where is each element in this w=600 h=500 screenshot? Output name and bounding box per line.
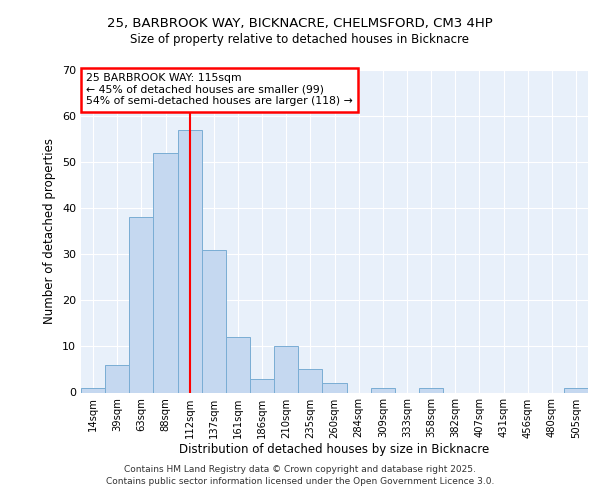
Text: Contains public sector information licensed under the Open Government Licence 3.: Contains public sector information licen… [106, 478, 494, 486]
Bar [129, 218, 154, 392]
Bar [202, 250, 226, 392]
Bar [419, 388, 443, 392]
Text: 25, BARBROOK WAY, BICKNACRE, CHELMSFORD, CM3 4HP: 25, BARBROOK WAY, BICKNACRE, CHELMSFORD,… [107, 18, 493, 30]
Bar [154, 153, 178, 392]
Bar [322, 384, 347, 392]
Bar [226, 337, 250, 392]
X-axis label: Distribution of detached houses by size in Bicknacre: Distribution of detached houses by size … [179, 444, 490, 456]
Bar [298, 370, 322, 392]
Text: Contains HM Land Registry data © Crown copyright and database right 2025.: Contains HM Land Registry data © Crown c… [124, 465, 476, 474]
Bar [371, 388, 395, 392]
Bar [178, 130, 202, 392]
Bar [250, 378, 274, 392]
Bar [564, 388, 588, 392]
Text: 25 BARBROOK WAY: 115sqm
← 45% of detached houses are smaller (99)
54% of semi-de: 25 BARBROOK WAY: 115sqm ← 45% of detache… [86, 73, 353, 106]
Bar [105, 365, 129, 392]
Bar [81, 388, 105, 392]
Y-axis label: Number of detached properties: Number of detached properties [43, 138, 56, 324]
Bar [274, 346, 298, 393]
Text: Size of property relative to detached houses in Bicknacre: Size of property relative to detached ho… [131, 32, 470, 46]
